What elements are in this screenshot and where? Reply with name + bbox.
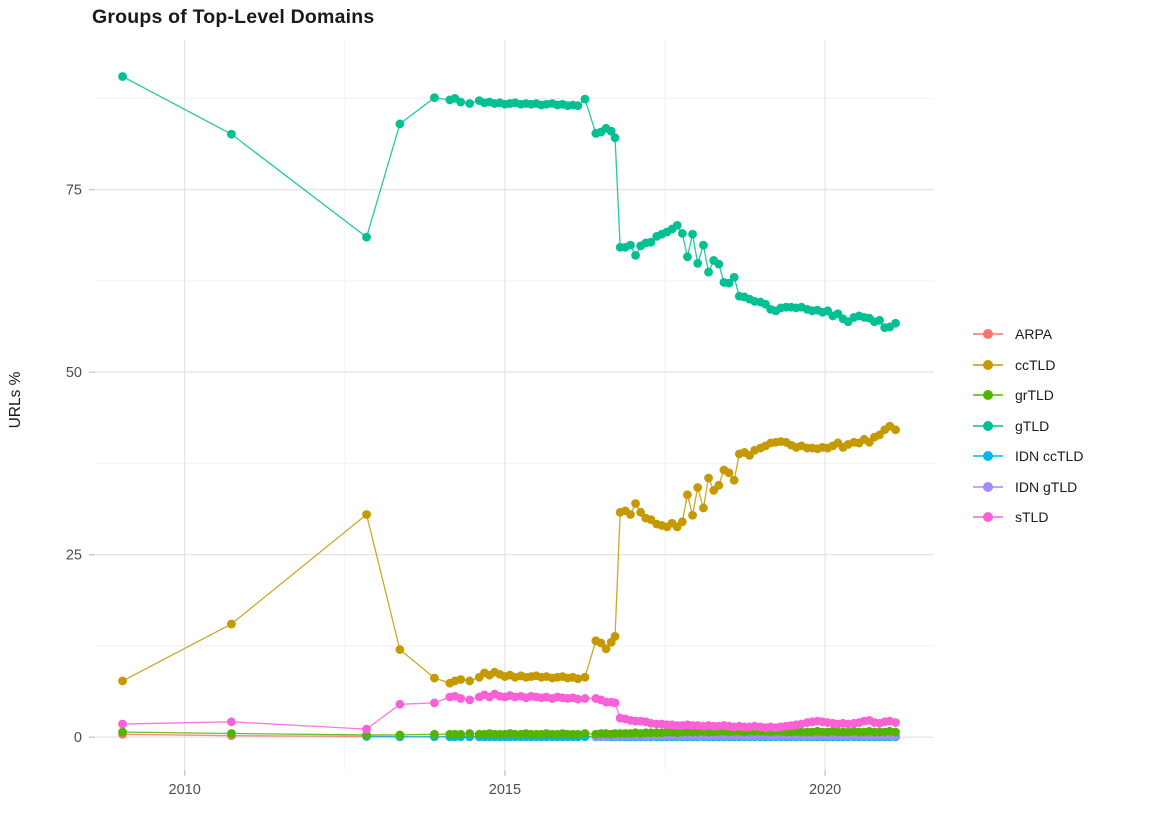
legend-label: ccTLD [1015, 356, 1056, 373]
legend: ARPA ccTLD grTLD gTLD IDN ccTLD IDN gTLD sTLD [973, 324, 1083, 538]
legend-item-stld: sTLD [973, 507, 1083, 527]
legend-label: grTLD [1015, 387, 1054, 403]
legend-item-grtld: grTLD [973, 385, 1083, 405]
legend-item-idn-cctld: IDN ccTLD [973, 446, 1083, 466]
series-gtld [118, 72, 900, 333]
y-tick-label: 25 [66, 548, 82, 564]
y-tick-label: 0 [74, 730, 82, 746]
legend-marker-icon [973, 358, 1003, 372]
legend-item-gtld: gTLD [973, 416, 1083, 436]
legend-item-cctld: ccTLD [973, 355, 1083, 375]
legend-item-idn-gtld: IDN gTLD [973, 477, 1083, 497]
legend-marker-icon [973, 327, 1003, 341]
y-axis-title: URLs % [7, 371, 24, 429]
legend-label: sTLD [1015, 509, 1049, 525]
legend-marker-icon [973, 480, 1003, 494]
legend-marker-icon [973, 449, 1003, 463]
legend-marker-icon [973, 419, 1003, 433]
y-tick-label: 50 [66, 365, 82, 381]
series-cctld [118, 421, 900, 688]
legend-label: IDN gTLD [1015, 478, 1078, 495]
x-tick-label: 2015 [489, 782, 521, 798]
legend-label: ARPA [1015, 326, 1053, 342]
y-tick-label: 75 [66, 183, 82, 199]
series-grtld [118, 726, 900, 740]
legend-marker-icon [973, 388, 1003, 402]
chart-title: Groups of Top-Level Domains [92, 6, 375, 28]
axis-ticks [89, 188, 826, 776]
x-tick-label: 2020 [809, 782, 841, 798]
axis-tick-labels: 2010 2015 2020 0 25 50 75 [66, 183, 841, 798]
legend-label: gTLD [1015, 417, 1050, 434]
series-stld [118, 689, 900, 734]
x-tick-label: 2010 [169, 782, 201, 798]
gridlines [95, 40, 934, 770]
legend-marker-icon [973, 510, 1003, 524]
legend-item-arpa: ARPA [973, 324, 1083, 344]
legend-label: IDN ccTLD [1015, 448, 1084, 464]
